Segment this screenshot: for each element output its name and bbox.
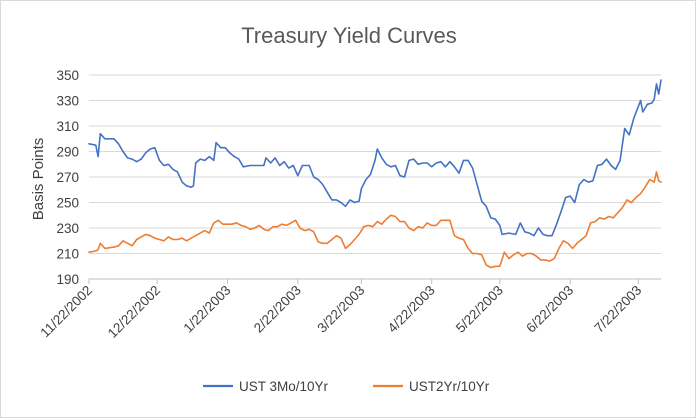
series-line-ust2yr-10yr (88, 171, 662, 269)
x-tick-label: 4/22/2003 (385, 283, 438, 336)
x-axis-ticks: 11/22/2002 12/22/2002 1/22/2003 2/22/2003 3/… (37, 279, 644, 341)
x-tick-label: 5/22/2003 (453, 283, 506, 336)
y-tick-label: 290 (56, 145, 79, 160)
x-tick-label: 12/22/2002 (105, 283, 163, 341)
y-tick-label: 310 (56, 119, 79, 134)
series-lines (88, 79, 662, 269)
y-axis-label: Basis Points (30, 138, 47, 221)
y-tick-label: 210 (56, 247, 79, 262)
y-tick-label: 190 (56, 272, 79, 287)
y-tick-label: 230 (56, 221, 79, 236)
legend-label-ust2yr-10yr: UST2Yr/10Yr (409, 379, 490, 394)
y-tick-label: 270 (56, 170, 79, 185)
y-tick-label: 250 (56, 196, 79, 211)
x-tick-label: 7/22/2003 (591, 283, 644, 336)
x-tick-label: 1/22/2003 (181, 283, 234, 336)
x-tick-label: 6/22/2003 (523, 283, 576, 336)
chart-title: Treasury Yield Curves (241, 23, 457, 48)
x-tick-label: 3/22/2003 (314, 283, 367, 336)
y-axis-ticks: 190 210 230 250 270 290 310 330 350 (56, 68, 79, 287)
x-tick-label: 11/22/2002 (37, 283, 95, 341)
series-line-ust-3mo-10yr (88, 79, 662, 237)
legend: UST 3Mo/10Yr UST2Yr/10Yr (203, 379, 490, 394)
x-tick-label: 2/22/2003 (251, 283, 304, 336)
y-tick-label: 350 (56, 68, 79, 83)
gridlines (89, 74, 661, 254)
legend-label-ust-3mo-10yr: UST 3Mo/10Yr (239, 379, 329, 394)
y-tick-label: 330 (56, 94, 79, 109)
